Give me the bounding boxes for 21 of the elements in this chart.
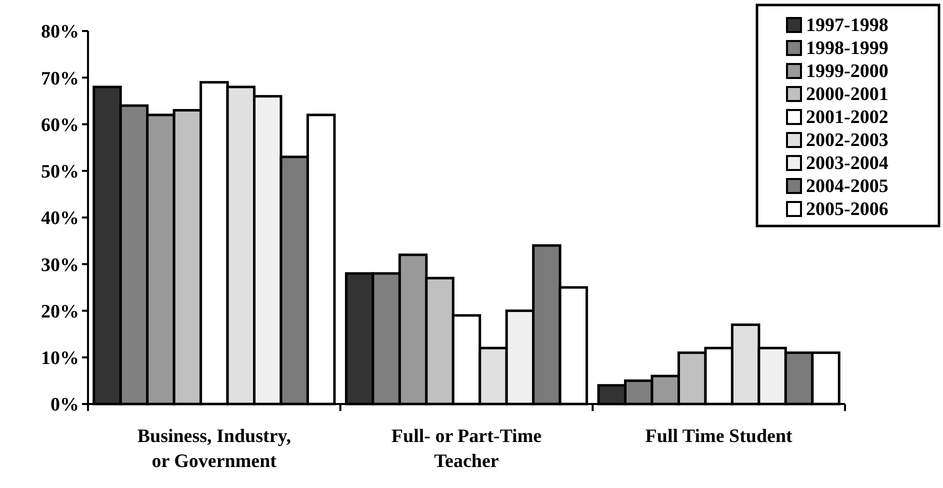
y-tick-label: 60% [41, 114, 79, 136]
legend-label: 1998-1999 [806, 38, 888, 59]
y-tick-label: 50% [41, 162, 79, 183]
legend-label: 2003-2004 [806, 153, 889, 174]
y-tick-label: 40% [41, 208, 79, 230]
x-tick-label: Business, Industry, or Government [137, 426, 292, 472]
x-tick-label: Full Time Student [645, 426, 794, 447]
legend-label: 1999-2000 [806, 61, 888, 82]
legend-label: 2002-2003 [806, 130, 888, 151]
y-tick-label: 10% [41, 348, 79, 370]
legend-label: 1997-1998 [806, 15, 888, 36]
legend-label: 2000-2001 [806, 84, 888, 105]
y-tick-label: 0% [50, 394, 79, 416]
y-tick-label: 20% [41, 301, 79, 322]
y-tick-label: 70% [41, 68, 79, 90]
legend-label: 2001-2002 [806, 107, 888, 128]
legend-label: 2004-2005 [806, 176, 888, 197]
legend-label: 2005-2006 [806, 199, 888, 220]
y-tick-label: 80% [41, 22, 79, 43]
y-tick-label: 30% [41, 254, 79, 276]
x-tick-label: Full- or Part-Time Teacher [391, 426, 542, 472]
